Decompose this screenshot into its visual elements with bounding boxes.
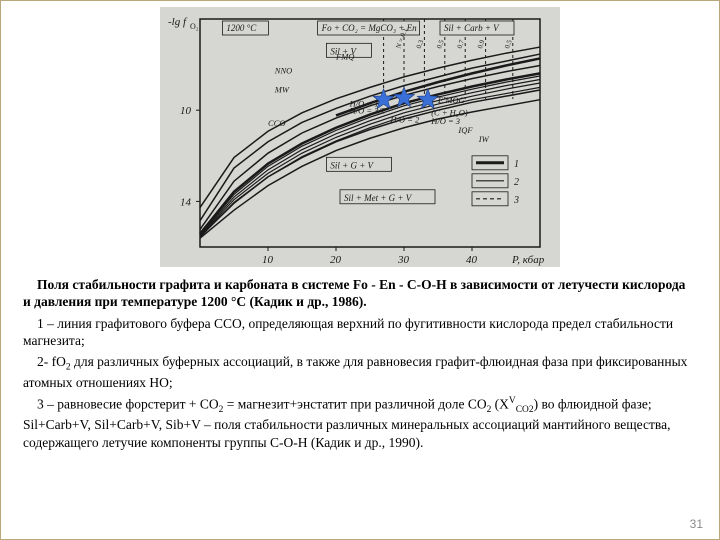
svg-text:14: 14 bbox=[180, 196, 192, 208]
svg-text:10: 10 bbox=[180, 105, 192, 117]
slide-frame: -lg fO₂101410203040P, кбар1200 °CFo + CO… bbox=[0, 0, 720, 540]
figure-container: -lg fO₂101410203040P, кбар1200 °CFo + CO… bbox=[1, 1, 719, 272]
svg-text:E MOG: E MOG bbox=[437, 95, 465, 105]
svg-text:FMQ: FMQ bbox=[335, 51, 354, 61]
caption-line-3: 3 – равновесие форстерит + CO2 = магнези… bbox=[23, 395, 691, 451]
page-number: 31 bbox=[690, 517, 703, 531]
svg-text:1200 °C: 1200 °C bbox=[226, 23, 257, 33]
svg-text:-lg f: -lg f bbox=[168, 16, 188, 28]
svg-text:O₂: O₂ bbox=[190, 22, 199, 31]
svg-text:2: 2 bbox=[514, 177, 519, 188]
svg-text:40: 40 bbox=[466, 254, 478, 266]
svg-text:Sil + Carb + V: Sil + Carb + V bbox=[444, 23, 500, 33]
caption-line-2: 2- fO2 для различных буферных ассоциаций… bbox=[23, 353, 691, 391]
svg-text:10: 10 bbox=[262, 254, 274, 266]
stability-diagram: -lg fO₂101410203040P, кбар1200 °CFo + CO… bbox=[160, 7, 560, 267]
caption-line-1: 1 – линия графитового буфера ССО, опреде… bbox=[23, 315, 691, 350]
svg-text:H/O = 3/2: H/O = 3/2 bbox=[349, 106, 386, 116]
svg-text:H/O = 3: H/O = 3 bbox=[430, 116, 460, 126]
svg-text:NNO: NNO bbox=[274, 65, 292, 75]
svg-text:Sil + Met + G + V: Sil + Met + G + V bbox=[344, 193, 413, 203]
svg-text:30: 30 bbox=[397, 254, 410, 266]
svg-text:H/O = 2: H/O = 2 bbox=[389, 114, 420, 124]
svg-text:IW: IW bbox=[478, 134, 490, 144]
svg-text:20: 20 bbox=[330, 254, 342, 266]
svg-text:3: 3 bbox=[513, 195, 519, 206]
svg-text:MW: MW bbox=[274, 85, 290, 95]
svg-text:IQF: IQF bbox=[457, 125, 473, 135]
svg-text:Sil + G + V: Sil + G + V bbox=[330, 160, 374, 170]
caption-block: Поля стабильности графита и карбоната в … bbox=[1, 272, 719, 459]
svg-text:P, кбар: P, кбар bbox=[511, 254, 545, 266]
svg-text:CCO: CCO bbox=[268, 118, 285, 128]
caption-bold: Поля стабильности графита и карбоната в … bbox=[23, 276, 691, 311]
svg-text:1: 1 bbox=[514, 159, 519, 170]
